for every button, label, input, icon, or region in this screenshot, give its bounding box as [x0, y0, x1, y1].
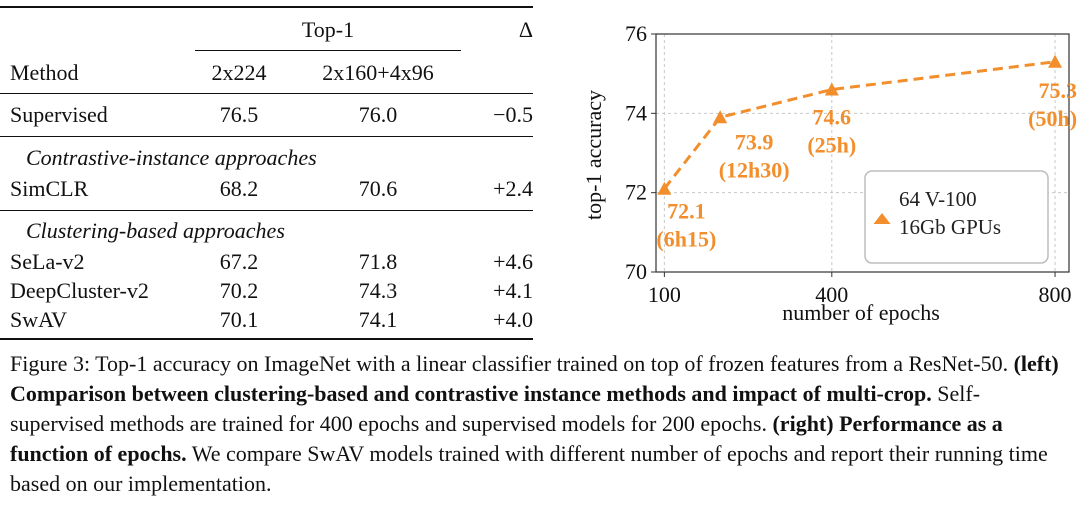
- data-label-value: 74.6: [813, 105, 852, 130]
- top1-group-header: Top-1: [301, 17, 355, 42]
- section-contrastive-title: Contrastive-instance approaches: [26, 145, 317, 170]
- row-delta: +4.1: [493, 278, 533, 303]
- caption-right-text: We compare SwAV models trained with diff…: [10, 441, 1048, 496]
- y-tick-label: 70: [625, 259, 647, 284]
- row-value-multicrop: 74.3: [358, 278, 398, 303]
- row-delta: +4.6: [493, 249, 533, 274]
- row-value-2x224: 70.2: [219, 278, 259, 303]
- row-delta: −0.5: [493, 102, 533, 127]
- row-value-2x224: 70.1: [219, 307, 259, 332]
- legend-text-line2: 16Gb GPUs: [899, 215, 1001, 239]
- caption-right-bold: (right) Performance as a function of epo…: [10, 411, 1003, 466]
- row-delta: +2.4: [493, 176, 533, 201]
- x-tick-label: 100: [648, 282, 681, 307]
- data-label-time: (12h30): [719, 157, 790, 182]
- contrastive-rule: [0, 210, 533, 211]
- legend-box: [864, 170, 1049, 264]
- col-header-2x224: 2x224: [211, 60, 267, 85]
- col-header-multicrop: 2x160+4x96: [322, 60, 434, 85]
- x-axis-label: number of epochs: [782, 300, 940, 325]
- header-rule: [0, 93, 533, 94]
- epochs-accuracy-chart: 72.1(6h15)73.9(12h30)74.6(25h)75.3(50h) …: [581, 21, 1077, 325]
- delta-header: Δ: [518, 17, 533, 42]
- data-label-value: 73.9: [735, 129, 774, 154]
- table-top-rule: [0, 6, 533, 8]
- row-value-2x224: 68.2: [219, 176, 259, 201]
- data-point-triangle: [657, 181, 672, 195]
- y-tick-label: 74: [625, 100, 647, 125]
- data-label-value: 72.1: [667, 199, 706, 224]
- legend-text-line1: 64 V-100: [899, 187, 977, 211]
- row-method: SeLa-v2: [10, 249, 85, 274]
- row-method: Supervised: [10, 102, 108, 127]
- row-value-2x224: 67.2: [219, 249, 259, 274]
- data-point-triangle: [1048, 54, 1063, 68]
- y-tick-label: 76: [625, 21, 647, 46]
- legend: 64 V-100 16Gb GPUs: [864, 170, 1049, 264]
- x-axis-ticks: 100 400 800: [648, 272, 1072, 307]
- y-axis-label: top-1 accuracy: [581, 90, 606, 220]
- row-value-multicrop: 76.0: [358, 102, 398, 127]
- data-label-time: (25h): [807, 133, 856, 158]
- row-value-multicrop: 71.8: [358, 249, 398, 274]
- caption-left-bold: (left) Comparison between clustering-bas…: [10, 351, 1059, 406]
- data-label-time: (50h): [1028, 106, 1077, 131]
- row-method: SwAV: [10, 307, 68, 332]
- data-markers: [657, 54, 1063, 195]
- caption-intro: Figure 3: Top-1 accuracy on ImageNet wit…: [10, 351, 1009, 376]
- row-delta: +4.0: [493, 307, 533, 332]
- legend-triangle-marker: [873, 213, 891, 224]
- data-label-time: (6h15): [656, 227, 716, 252]
- table-bottom-rule: [0, 338, 533, 340]
- series-line: [663, 60, 1056, 190]
- y-tick-label: 72: [625, 180, 647, 205]
- top1-cmidrule: [195, 50, 461, 51]
- x-tick-label: 800: [1039, 282, 1072, 307]
- row-value-2x224: 76.5: [219, 102, 259, 127]
- row-method: DeepCluster-v2: [10, 278, 149, 303]
- row-value-multicrop: 70.6: [358, 176, 398, 201]
- supervised-rule: [0, 136, 533, 137]
- results-table: Top-1 Δ Method 2x224 2x160+4x96 Supervis…: [0, 0, 540, 345]
- data-point-triangle: [713, 110, 728, 124]
- method-header: Method: [10, 60, 79, 85]
- y-axis-ticks: 70 72 74 76: [625, 21, 656, 284]
- data-labels: 72.1 (6h15) 73.9 (12h30) 74.6 (25h) 75.3 (50h): [656, 78, 1077, 252]
- row-method: SimCLR: [10, 176, 89, 201]
- caption-left-text: Self-supervised methods are trained for …: [10, 381, 981, 436]
- x-tick-label: 400: [815, 282, 848, 307]
- plot-frame: [655, 33, 1070, 273]
- figure-caption: Figure 3: Top-1 accuracy on ImageNet wit…: [10, 349, 1072, 499]
- data-label-value: 75.3: [1039, 78, 1078, 103]
- data-point-triangle: [824, 82, 839, 96]
- section-clustering-title: Clustering-based approaches: [26, 218, 285, 243]
- row-value-multicrop: 74.1: [358, 307, 398, 332]
